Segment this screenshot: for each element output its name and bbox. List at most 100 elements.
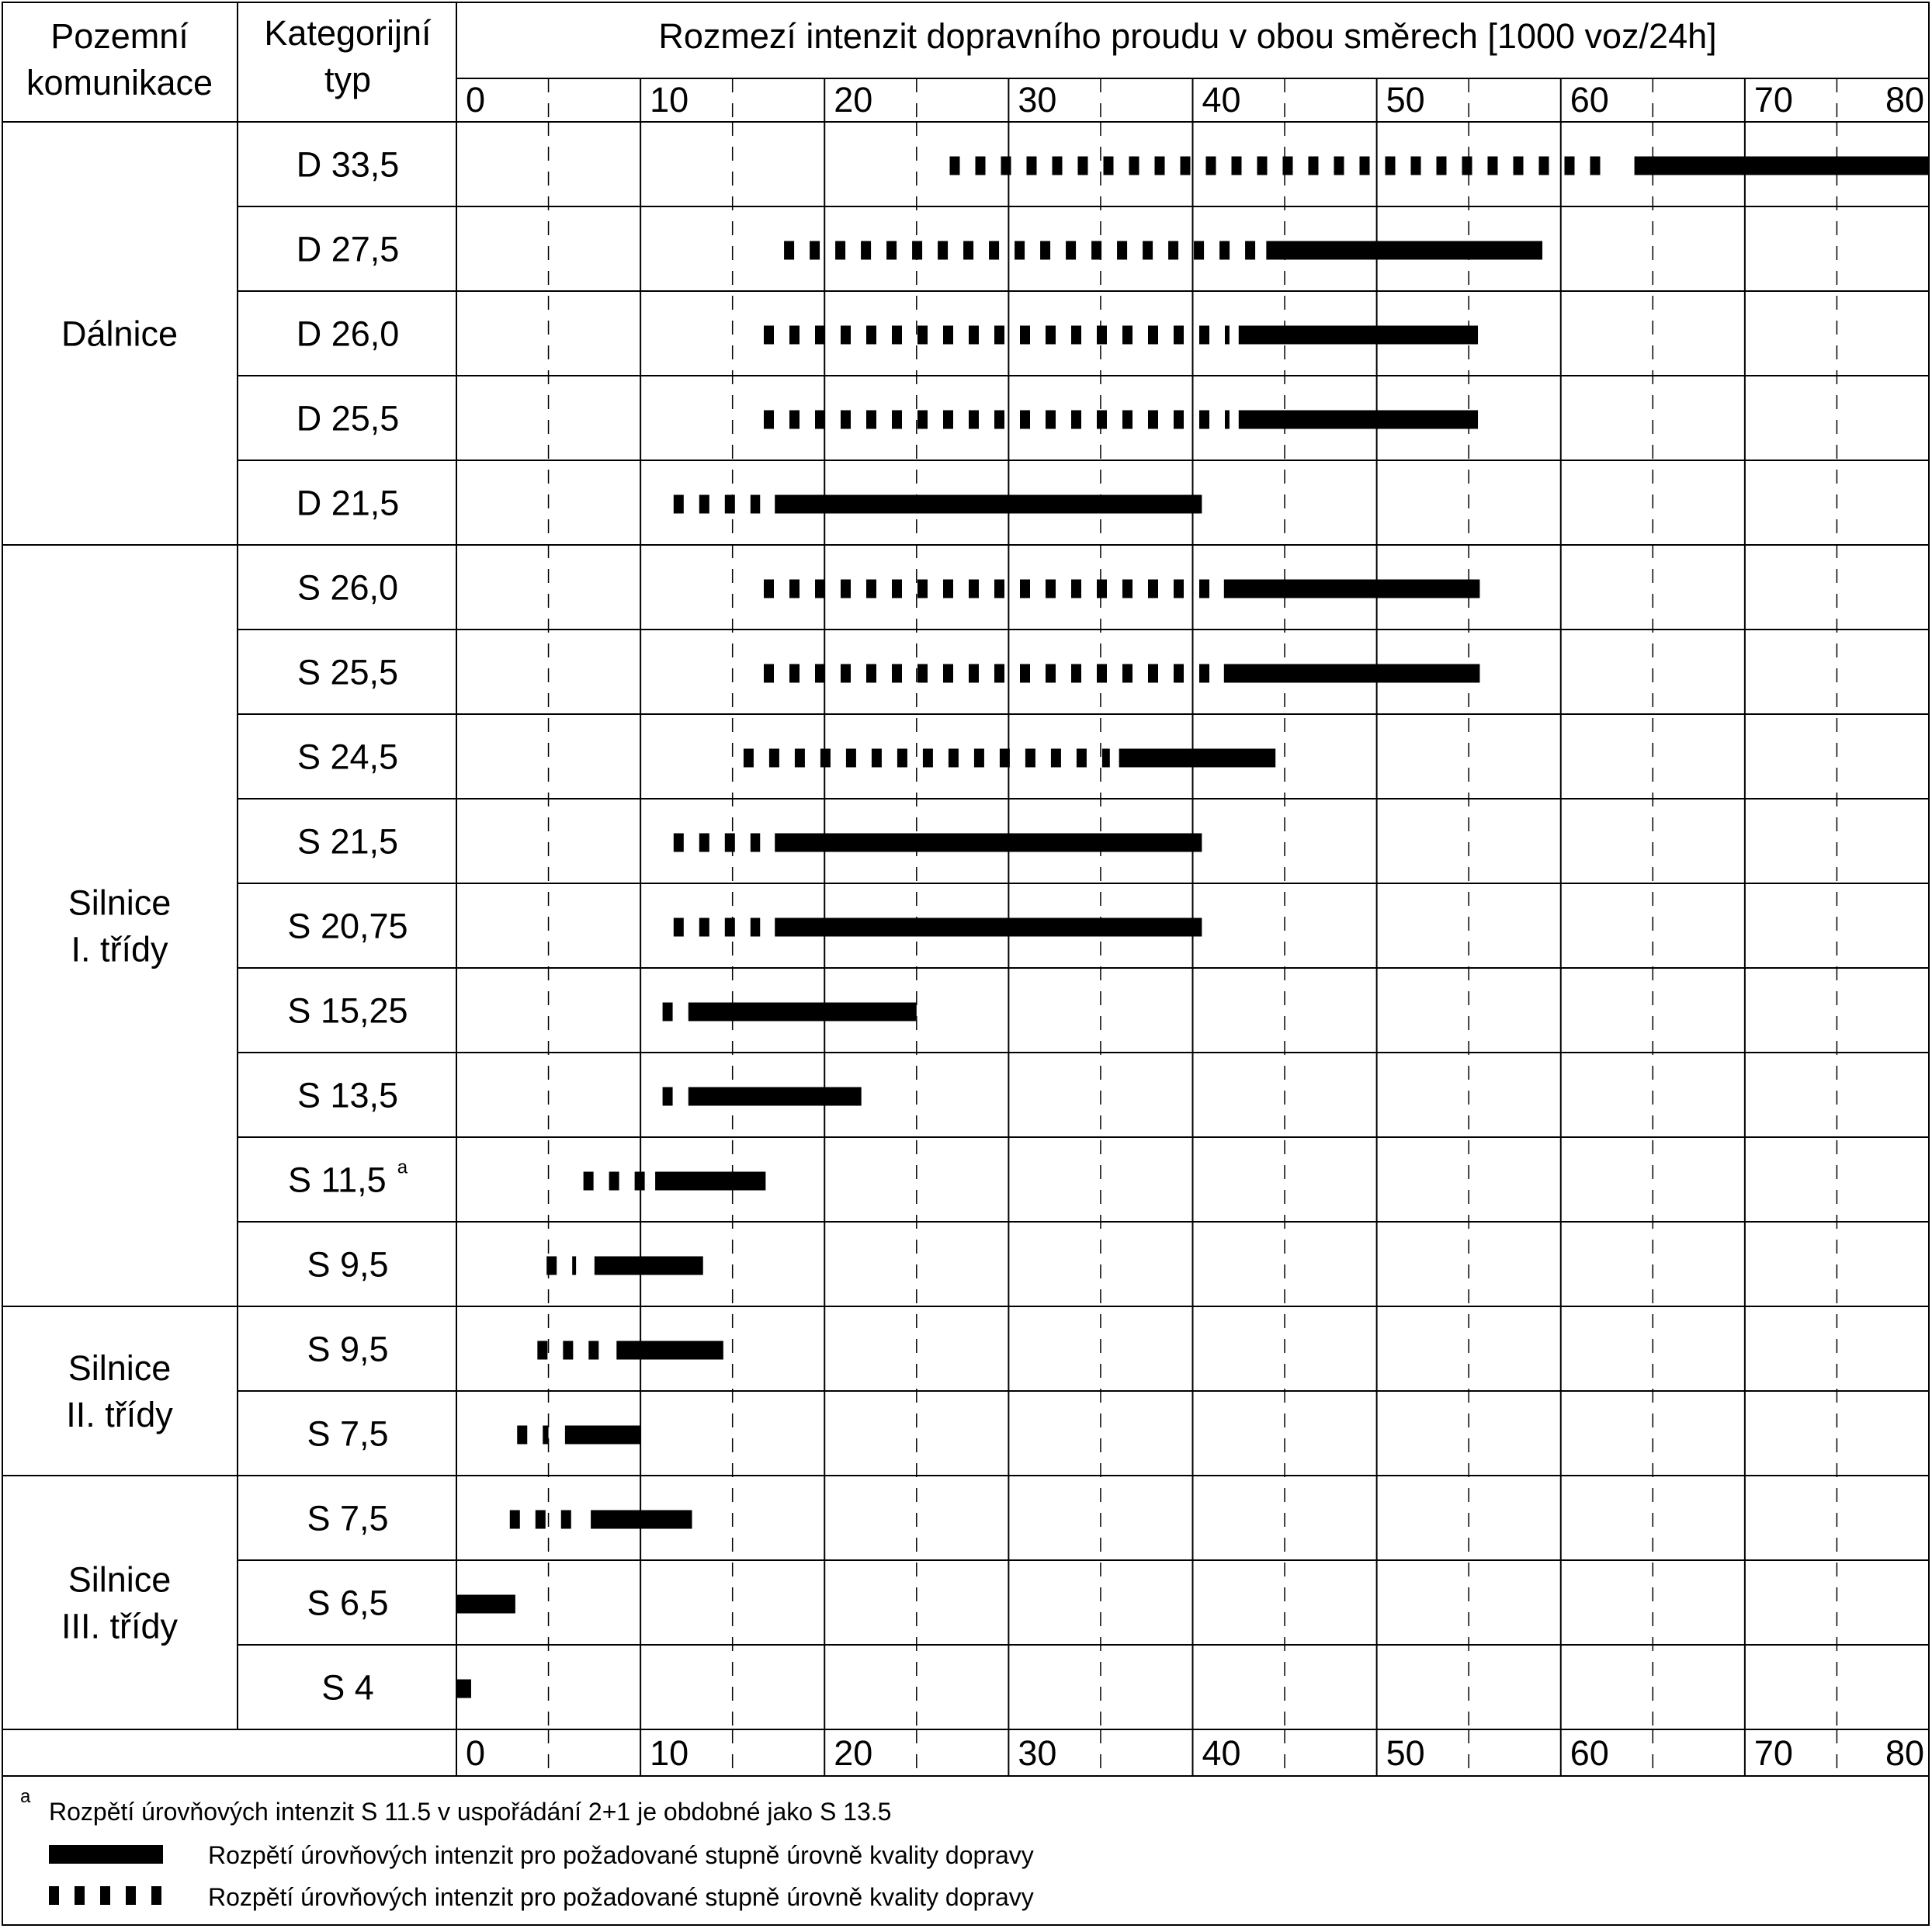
bar-dashed — [1147, 579, 1158, 598]
bar-dashed — [1066, 241, 1077, 260]
bar-dashed — [886, 241, 897, 260]
bar-dashed — [840, 579, 851, 598]
bar-dashed — [1091, 241, 1102, 260]
bar-dashed — [1070, 410, 1081, 429]
bar-dashed — [968, 325, 979, 345]
bar-dashed — [835, 241, 846, 260]
bar-dashed — [865, 410, 876, 429]
legend-dashed-segment — [75, 1886, 85, 1905]
bar-dashed — [968, 664, 979, 683]
group-label: I. třídy — [71, 930, 168, 969]
type-label: S 26,0 — [297, 568, 398, 608]
bar-solid — [688, 1002, 917, 1021]
bar-dashed — [1154, 156, 1165, 175]
type-label: S 15,25 — [287, 991, 408, 1031]
bar-dashed — [1019, 579, 1030, 598]
bar-dashed — [1122, 410, 1132, 429]
bar-dashed — [994, 579, 1004, 598]
x-tick-label-top: 10 — [650, 80, 689, 120]
labels-layer: 0 0 10 10 20 20 30 30 40 40 50 50 60 60 70 70 80 80 Dálnic… — [61, 80, 1924, 1773]
bar-solid — [594, 1256, 703, 1275]
bar-dashed — [509, 1510, 520, 1529]
bar-dashed — [938, 241, 949, 260]
bar-solid — [616, 1341, 723, 1360]
bar-solid — [688, 1087, 862, 1106]
legend-dashed-label: Rozpětí úrovňových intenzit pro požadova… — [208, 1883, 1034, 1911]
bar-dashed — [724, 494, 735, 514]
bar-solid — [655, 1171, 766, 1191]
type-label: D 21,5 — [297, 484, 400, 523]
bar-dashed — [1129, 156, 1139, 175]
x-tick-label-bottom: 50 — [1386, 1733, 1425, 1773]
type-label: S 7,5 — [307, 1414, 388, 1454]
bar-dashed — [1122, 664, 1132, 683]
header-col1-line1: Pozemní — [50, 16, 189, 56]
bar-dashed — [1040, 241, 1051, 260]
bar-dashed — [1015, 241, 1025, 260]
type-label: S 9,5 — [307, 1330, 388, 1369]
bar-dashed — [662, 1002, 673, 1021]
bar-dashed — [763, 410, 774, 429]
bar-solid — [591, 1510, 692, 1529]
bar-dashed — [865, 325, 876, 345]
bar-dashed — [1019, 410, 1030, 429]
bar-dashed — [1096, 579, 1107, 598]
type-label: S 25,5 — [297, 653, 398, 692]
x-tick-label-bottom: 0 — [466, 1733, 485, 1773]
bar-dashed — [794, 748, 805, 768]
bar-dashed — [994, 664, 1004, 683]
bar-dashed — [1194, 241, 1205, 260]
bar-dashed — [1050, 748, 1061, 768]
bar-dashed — [1219, 241, 1230, 260]
bar-dashed — [1173, 664, 1184, 683]
bar-dashed — [1143, 241, 1153, 260]
bar-dashed — [699, 833, 709, 852]
bar-dashed — [1147, 325, 1158, 345]
bar-dashed — [942, 410, 953, 429]
bar-dashed — [948, 748, 959, 768]
bar-dashed — [1096, 410, 1107, 429]
bar-dashed — [1513, 156, 1524, 175]
bar-dashed — [999, 748, 1010, 768]
bar-solid — [564, 1425, 641, 1445]
bar-dashed — [861, 241, 872, 260]
bar-dashed — [840, 325, 851, 345]
bar-dashed — [583, 1171, 594, 1191]
bar-dashed — [1168, 241, 1179, 260]
group-label: II. třídy — [66, 1395, 173, 1434]
bar-dashed — [763, 579, 774, 598]
bar-dashed — [1462, 156, 1472, 175]
bar-dashed — [743, 748, 754, 768]
bar-dashed — [942, 664, 953, 683]
type-label: S 9,5 — [307, 1245, 388, 1285]
bar-dashed — [789, 579, 800, 598]
header-col2-line2: typ — [324, 60, 371, 99]
bar-solid — [775, 833, 1202, 852]
bar-dashed — [1308, 156, 1319, 175]
bar-dashed — [673, 917, 684, 937]
bar-dashed — [917, 325, 928, 345]
x-tick-label-top: 30 — [1018, 80, 1056, 120]
bar-dashed — [750, 917, 761, 937]
bar-dashed — [1026, 156, 1037, 175]
bar-solid — [1634, 156, 1929, 175]
axis-title: Rozmezí intenzit dopravního proudu v obo… — [658, 16, 1716, 56]
x-tick-label-bottom: 70 — [1754, 1733, 1793, 1773]
group-label: Silnice — [68, 1348, 172, 1388]
bar-dashed — [1231, 156, 1242, 175]
bar-dashed — [1359, 156, 1370, 175]
bar-dashed — [1564, 156, 1575, 175]
footnote-marker: a — [20, 1786, 31, 1807]
bar-dashed — [1025, 748, 1035, 768]
bar-dashed — [897, 748, 907, 768]
bar-dashed — [1096, 325, 1107, 345]
bar-dashed — [543, 1425, 549, 1445]
type-label: S 7,5 — [307, 1499, 388, 1538]
bar-dashed — [563, 1341, 574, 1360]
bar-dashed — [942, 579, 953, 598]
bar-dashed — [535, 1510, 546, 1529]
header-col2-line1: Kategorijní — [264, 13, 432, 53]
bar-dashed — [1198, 579, 1209, 598]
bar-dashed — [949, 156, 960, 175]
